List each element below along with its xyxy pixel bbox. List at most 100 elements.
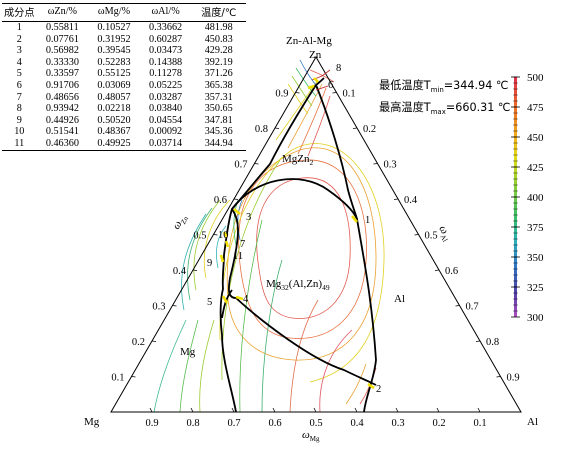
colorbar-tick-label: 400 (527, 192, 544, 204)
max-temp-sub: max (430, 108, 446, 117)
region-label-mg: Mg (180, 346, 196, 358)
table-row: 2 0.07761 0.31952 0.60287 450.83 (2, 34, 246, 46)
point-labels: 1 2 3 4 5 6 7 8 9 10 11 (207, 63, 381, 395)
point-label: 1 (365, 215, 370, 226)
point-highlights (219, 77, 375, 390)
table-row: 4 0.33330 0.52283 0.14388 392.19 (2, 57, 246, 69)
table-header-zn: ωZn/% (36, 3, 89, 22)
axis-label-mg: ωMg (302, 429, 320, 443)
tick-mark (477, 407, 481, 413)
table-cell: 0.03840 (149, 103, 183, 115)
phase-boundaries (219, 77, 377, 413)
min-temp-sub: min (430, 86, 444, 95)
tick-mark (373, 163, 378, 165)
table-cell: 450.83 (204, 33, 233, 45)
table-body: 1 0.55811 0.10527 0.33662 481.98 2 0.07761 0.31… (2, 22, 246, 151)
vertex-label-al: Al (527, 416, 538, 428)
table-cell: 0.00092 (149, 126, 183, 138)
table-cell: 1 (16, 22, 22, 33)
bottom-tick-label: 0.8 (186, 418, 199, 429)
tick-mark (455, 305, 460, 307)
table-cell: 0.55125 (97, 68, 131, 80)
table-cell: 4 (16, 56, 22, 68)
tick-mark (272, 407, 276, 413)
point-label: 3 (246, 212, 251, 223)
table-cell: 0.56982 (45, 45, 79, 57)
max-temp-label: 最高温度T (379, 101, 431, 115)
vertex-label-mg: Mg (84, 416, 100, 428)
table-cell: 9 (16, 114, 22, 126)
table-cell: 6 (16, 79, 22, 91)
table-row: 1 0.55811 0.10527 0.33662 481.98 (2, 22, 246, 34)
table-cell: 357.31 (204, 91, 233, 103)
tick-mark (274, 127, 280, 129)
tick-mark (313, 407, 317, 413)
table-cell: 0.46360 (36, 137, 89, 151)
table-cell: 0.48656 (45, 91, 79, 103)
right-tick-label: 0.6 (445, 266, 458, 277)
table-cell: 365.38 (204, 79, 233, 91)
colorbar-ticks: 500 475 450 425 400 375 350 325 300 (511, 72, 544, 324)
table-header-temp: 温度/℃ (191, 3, 246, 22)
table-row: 8 0.93942 0.02218 0.03840 350.65 (2, 103, 246, 115)
tick-mark (332, 92, 337, 94)
phase-label-mg32: Mg32(Al,Zn)49 (266, 278, 330, 292)
table-row: 9 0.44926 0.50520 0.04554 347.81 (2, 115, 246, 127)
table-cell: 429.28 (204, 45, 233, 57)
table-cell: 0.14388 (149, 56, 183, 68)
tick-labels: 0.9 0.1 0.1 0.8 0.2 0.2 0.7 0.3 0.3 0.6 0.4 0.4 0.5 0… (111, 89, 519, 430)
axis-label-zn: ωZn (170, 212, 190, 233)
boundary-top (315, 77, 325, 86)
colorbar-tick-label: 450 (527, 132, 544, 144)
table-cell: 5 (16, 68, 22, 80)
bottom-tick-label: 0.9 (145, 418, 158, 429)
region-label-al: Al (394, 293, 405, 305)
tick-mark (254, 163, 259, 165)
tick-mark (190, 407, 194, 413)
table-cell: 0.33662 (149, 22, 183, 33)
table-cell: 0.50520 (97, 114, 131, 126)
boundary-mgzn2 (231, 178, 358, 220)
point-label: 5 (207, 297, 212, 308)
colorbar-tick-label: 425 (527, 162, 544, 174)
tick-mark (475, 340, 481, 342)
tick-mark (496, 376, 501, 378)
tick-mark (352, 127, 358, 129)
tick-mark (395, 407, 399, 413)
point-label: 2 (376, 384, 381, 395)
table-cell: 0.04554 (149, 114, 183, 126)
table-cell: 0.51541 (45, 126, 79, 138)
table-cell: 0.49925 (88, 137, 140, 151)
tick-mark (414, 234, 419, 236)
tick-mark (231, 407, 235, 413)
table-cell: 344.94 (191, 137, 246, 151)
table-cell: 0.03069 (97, 79, 131, 91)
table-cell: 347.81 (204, 114, 233, 126)
phase-label-mgzn2: MgZn2 (282, 153, 314, 167)
bottom-tick-label: 0.4 (350, 418, 364, 429)
right-tick-label: 0.2 (363, 124, 376, 135)
table-cell: 11 (2, 137, 37, 151)
table-cell: 0.33330 (45, 56, 79, 68)
max-temperature: 最高温度Tmax=660.31 ℃ (379, 99, 511, 121)
table-cell: 0.44926 (45, 114, 79, 126)
tick-mark (393, 198, 399, 200)
table-cell: 0.05225 (149, 79, 183, 91)
table-cell: 0.31952 (97, 33, 131, 45)
table-row: 5 0.33597 0.55125 0.11278 371.26 (2, 68, 246, 80)
temperature-colorbar: 500 475 450 425 400 375 350 325 300 (511, 72, 544, 324)
table-cell: 371.26 (204, 68, 233, 80)
table-cell: 8 (16, 103, 22, 115)
table-row: 11 0.46360 0.49925 0.03714 344.94 (2, 137, 246, 151)
table-cell: 7 (16, 91, 22, 103)
left-tick-label: 0.8 (255, 124, 268, 135)
table-cell: 345.36 (204, 126, 233, 138)
tick-mark (151, 340, 157, 342)
bottom-tick-label: 0.1 (473, 418, 486, 429)
colorbar-tick-label: 375 (527, 222, 544, 234)
min-temperature: 最低温度Tmin=344.94 ℃ (379, 77, 511, 99)
bottom-tick-label: 0.5 (309, 418, 322, 429)
left-tick-label: 0.5 (193, 231, 206, 242)
bottom-tick-label: 0.6 (268, 418, 281, 429)
